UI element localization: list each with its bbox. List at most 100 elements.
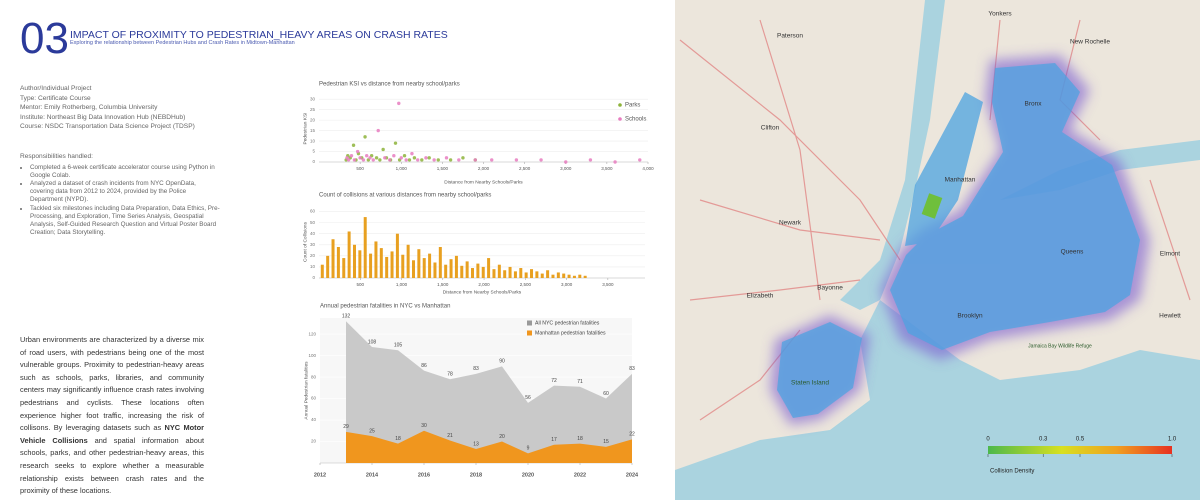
x-tick-label: 2024 xyxy=(626,472,639,478)
colorbar-label: Collision Density xyxy=(990,469,1034,475)
legend-label: Manhattan pedestrian fatalities xyxy=(535,330,606,336)
data-label: 29 xyxy=(343,424,349,430)
point xyxy=(349,154,354,158)
point xyxy=(346,158,351,162)
x-tick-label: 4,000 xyxy=(642,166,654,171)
bar xyxy=(374,241,378,278)
point xyxy=(424,156,428,160)
charts: Pedestrian KSI vs distance from nearby s… xyxy=(302,82,654,479)
data-label: 20 xyxy=(499,434,505,440)
text: Urban environments are characterized by … xyxy=(20,335,204,433)
chart: Pedestrian KSI vs distance from nearby s… xyxy=(302,82,654,186)
x-tick-label: 2018 xyxy=(470,472,482,478)
bar xyxy=(417,249,421,278)
y-tick-label: 0 xyxy=(312,275,315,280)
bar xyxy=(476,263,480,278)
y-axis-label: Annual Pedestrian fatalities xyxy=(303,361,309,420)
bar xyxy=(385,256,389,278)
bar xyxy=(449,259,453,278)
bold-text: NYC Motor Vehicle Collisions xyxy=(20,423,204,445)
point xyxy=(404,158,408,162)
bar xyxy=(471,268,475,278)
data-label: 9 xyxy=(527,446,530,452)
text: and spatial information about schools, p… xyxy=(20,435,204,496)
point xyxy=(514,158,519,162)
point xyxy=(613,160,617,164)
y-tick-label: 20 xyxy=(310,253,316,258)
data-label: 30 xyxy=(421,423,427,429)
bar xyxy=(572,275,576,278)
bar xyxy=(401,254,405,278)
bar xyxy=(352,244,356,278)
place-label: Hewlett xyxy=(1159,313,1181,320)
y-tick-label: 60 xyxy=(311,396,317,401)
data-label: 60 xyxy=(603,391,609,397)
place-label: Brooklyn xyxy=(957,313,983,320)
data-label: 78 xyxy=(447,372,453,378)
subtitle: Exploring the relationship between Pedes… xyxy=(70,40,295,46)
point xyxy=(393,141,398,145)
legend-swatch xyxy=(527,330,532,336)
bar xyxy=(454,255,458,278)
x-tick-label: 1,000 xyxy=(396,282,408,287)
point xyxy=(352,158,357,162)
data-label: 86 xyxy=(421,363,427,369)
point xyxy=(410,151,414,156)
bar xyxy=(363,217,367,278)
responsibility: Tackled six milestones including Data Pr… xyxy=(30,205,220,238)
bar xyxy=(578,274,582,278)
point xyxy=(444,156,449,160)
bar xyxy=(540,273,544,278)
point xyxy=(399,156,403,160)
bar xyxy=(497,264,501,278)
x-tick-label: 3,000 xyxy=(561,282,573,287)
point xyxy=(432,158,436,162)
place-label: Manhattan xyxy=(945,177,976,184)
point xyxy=(420,158,424,162)
bar xyxy=(320,264,324,278)
bar xyxy=(406,244,410,278)
x-tick-label: 2012 xyxy=(314,472,326,478)
data-label: 83 xyxy=(473,366,479,372)
bar xyxy=(460,265,464,278)
x-tick-label: 3,500 xyxy=(602,282,614,287)
point xyxy=(490,158,494,162)
bar xyxy=(395,233,399,278)
data-label: 21 xyxy=(447,433,453,439)
data-label: 22 xyxy=(629,432,635,438)
bar xyxy=(369,253,373,278)
bar xyxy=(411,260,415,278)
point xyxy=(378,158,382,162)
chart: Count of collisions at various distances… xyxy=(302,193,645,295)
point xyxy=(355,149,360,154)
responsibility: Analyzed a dataset of crash incidents fr… xyxy=(30,180,220,205)
colorbar-tick-label: 1.0 xyxy=(1168,437,1177,443)
point xyxy=(365,154,369,158)
y-tick-label: 20 xyxy=(311,439,317,444)
legend-swatch xyxy=(527,320,532,326)
x-tick-label: 3,500 xyxy=(601,166,613,171)
y-axis-label: Count of Collisions xyxy=(302,221,308,262)
bar xyxy=(546,270,550,278)
bar xyxy=(465,261,469,278)
x-tick-label: 2,500 xyxy=(520,282,532,287)
point xyxy=(358,156,362,160)
data-label: 13 xyxy=(473,441,479,447)
y-axis-label: Pedestrian KSI xyxy=(302,113,308,145)
bar xyxy=(438,246,442,278)
bar xyxy=(583,275,587,278)
project-line: Institute: Northeast Big Data Innovation… xyxy=(20,113,186,121)
chart-title: Annual pedestrian fatalities in NYC vs M… xyxy=(320,304,450,310)
body-text: Urban environments are characterized by … xyxy=(20,334,204,498)
colorbar-tick-label: 0.3 xyxy=(1039,437,1048,443)
y-tick-label: 50 xyxy=(310,220,316,225)
bar xyxy=(433,262,437,278)
x-tick-label: 2,500 xyxy=(519,166,531,171)
point xyxy=(448,158,453,162)
bar xyxy=(513,271,517,278)
point xyxy=(388,158,392,162)
responsibilities: Responsibilities handled: Completed a 6-… xyxy=(20,152,220,237)
responsibility: Completed a 6-week certificate accelerat… xyxy=(30,164,220,180)
data-label: 90 xyxy=(499,359,505,365)
x-tick-label: 2,000 xyxy=(478,166,490,171)
